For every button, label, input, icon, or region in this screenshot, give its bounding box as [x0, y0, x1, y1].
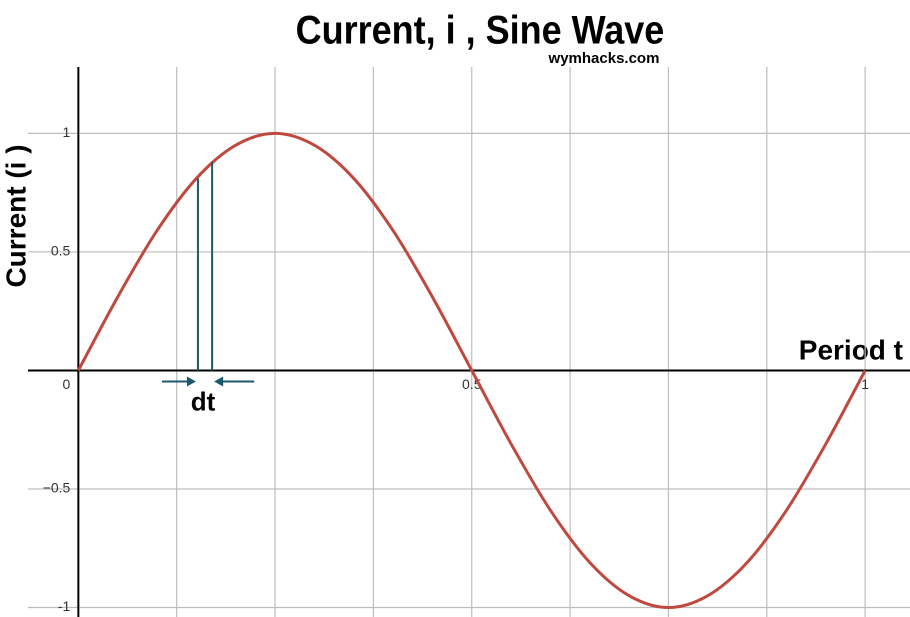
dt-arrowhead	[214, 376, 224, 387]
y-axis-label: Current (i )	[0, 144, 31, 287]
watermark: wymhacks.com	[548, 50, 660, 67]
y-tick-label: −0.5	[43, 480, 71, 496]
sine-curve	[77, 131, 867, 610]
chart-title: Current, i , Sine Wave	[296, 9, 665, 53]
y-tick-label: -1	[58, 598, 71, 614]
y-tick-label: 1	[63, 124, 71, 140]
x-tick-label: 0	[62, 376, 70, 392]
dt-label: dt	[191, 386, 216, 416]
x-axis-label: Period t	[799, 334, 903, 365]
dt-arrowhead	[186, 376, 196, 387]
y-tick-label: 0.5	[51, 243, 71, 259]
x-tick-label: 1	[861, 376, 869, 392]
